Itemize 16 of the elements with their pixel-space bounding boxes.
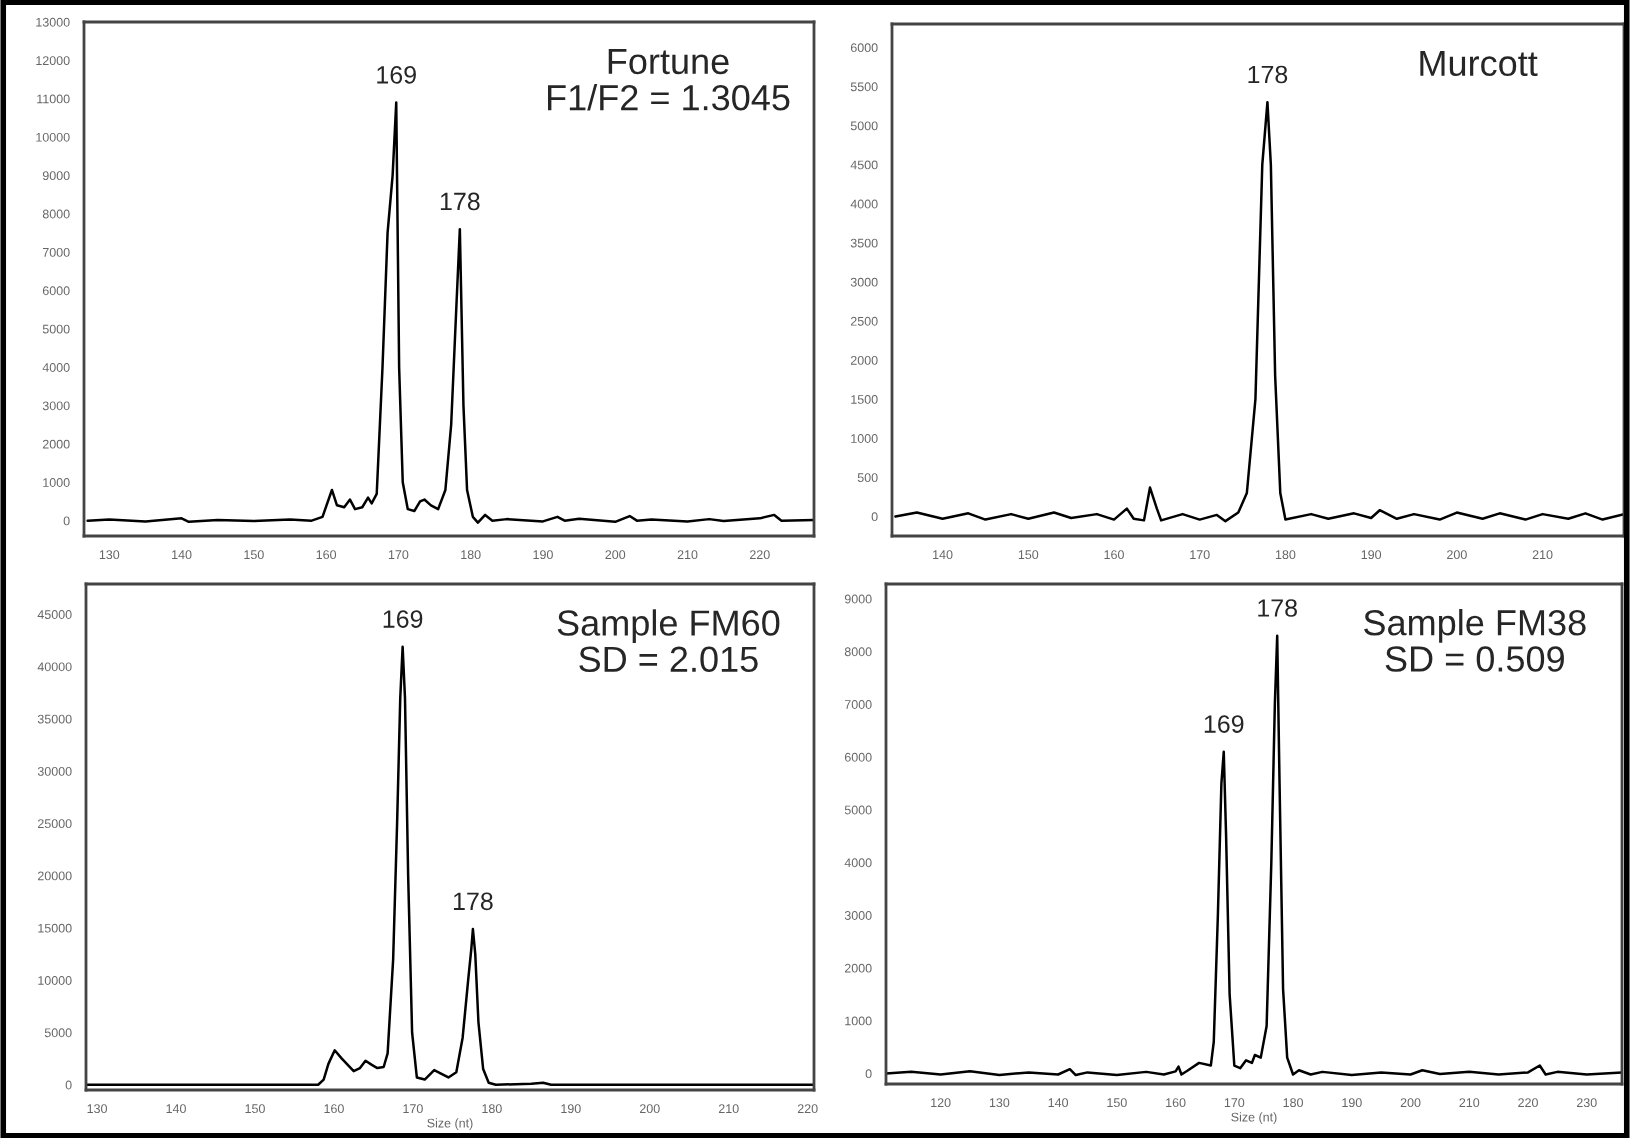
annotation: 178 <box>440 192 480 211</box>
annotation: 178 <box>1248 65 1288 84</box>
text: Fortune <box>608 49 729 75</box>
annotation: 169 <box>377 66 416 84</box>
text: Murcott <box>1420 50 1538 77</box>
text: SD = 2.015 <box>579 646 758 673</box>
annotation: 178 <box>453 892 493 911</box>
text: Sample FM60 <box>557 609 780 643</box>
text: Sample FM38 <box>1364 609 1586 643</box>
line-series <box>894 100 1624 523</box>
annotation: 169 <box>1204 715 1244 733</box>
line-series <box>86 645 814 1087</box>
text: F1/F2 = 1.3045 <box>548 83 790 111</box>
annotation: 178 <box>1258 599 1297 617</box>
annotation: 169 <box>383 610 423 628</box>
text: SD = 0.509 <box>1385 646 1564 672</box>
